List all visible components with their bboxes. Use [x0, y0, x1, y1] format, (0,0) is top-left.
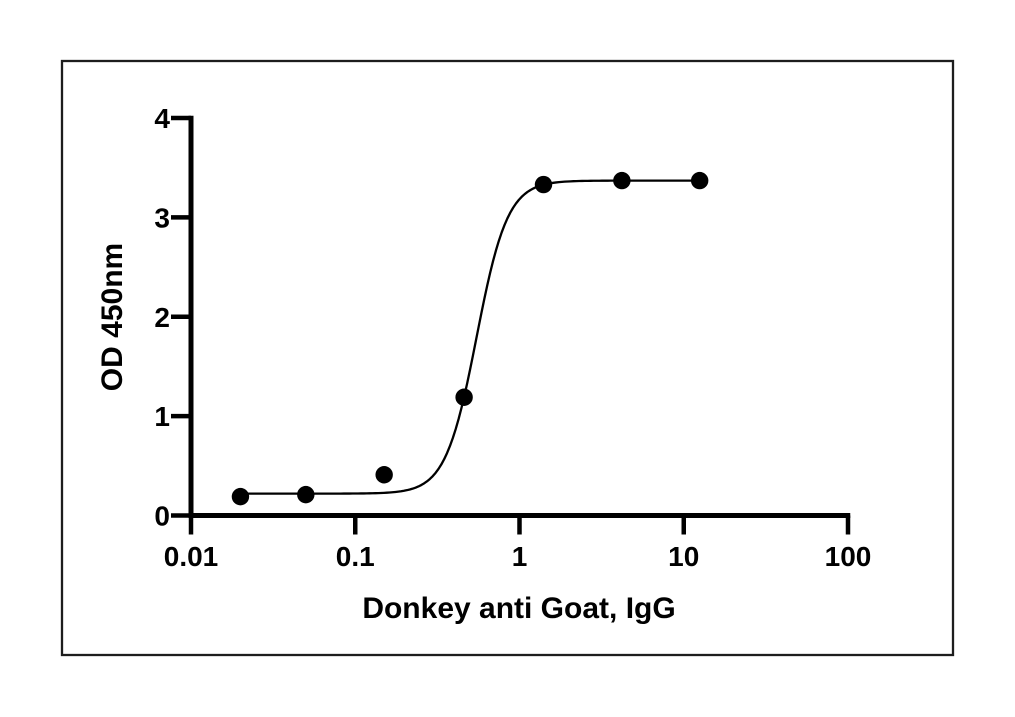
- y-tick-label: 0: [154, 501, 170, 532]
- x-tick-label: 0.01: [164, 541, 219, 572]
- x-tick-label: 100: [825, 541, 872, 572]
- data-point: [297, 485, 315, 504]
- data-point: [375, 466, 393, 484]
- figure-border: [60, 59, 955, 657]
- y-tick-label: 4: [154, 103, 170, 134]
- data-layer: [231, 171, 709, 506]
- x-tick-label: 0.1: [336, 541, 375, 572]
- data-point: [613, 171, 631, 190]
- x-tick-label: 10: [668, 541, 699, 572]
- x-tick-label: 1: [512, 541, 528, 572]
- y-tick-label: 1: [154, 401, 170, 432]
- data-point: [690, 171, 709, 190]
- y-axis-title: OD 450nm: [96, 243, 129, 391]
- data-point: [231, 487, 250, 506]
- y-tick-label: 3: [154, 202, 170, 233]
- x-axis-title: Donkey anti Goat, IgG: [362, 592, 675, 625]
- y-tick-label: 2: [154, 302, 170, 333]
- data-point: [534, 175, 553, 194]
- axes-layer: 0.01 0.1 1 10 100 0 1 2 3 4: [154, 103, 871, 572]
- data-point: [455, 388, 473, 406]
